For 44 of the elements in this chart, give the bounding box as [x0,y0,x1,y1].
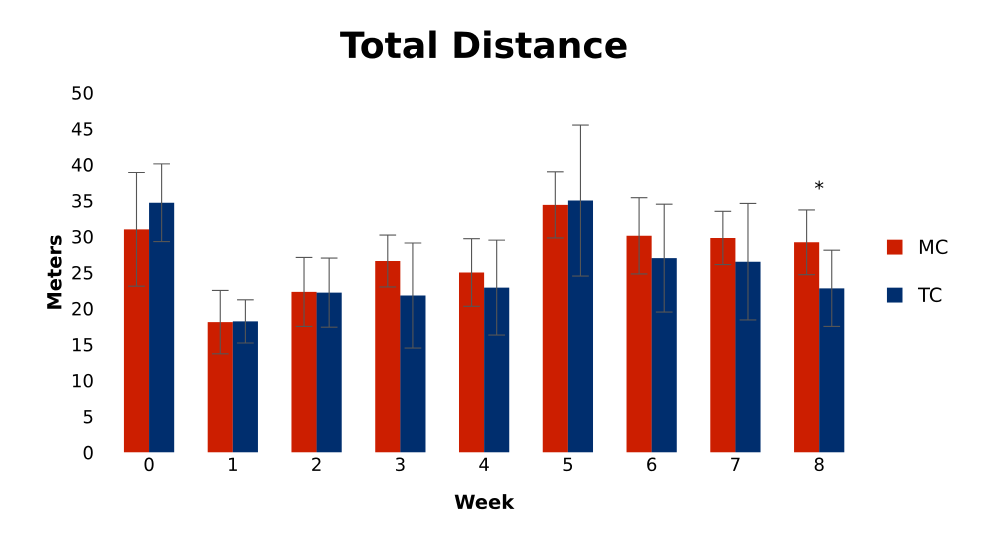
bar [568,200,594,452]
y-tick-label: 20 [72,302,93,316]
y-tick-label: 25 [72,266,92,280]
bar [291,292,317,452]
y-tick-label: 50 [72,86,93,100]
x-tick-label: 2 [312,458,321,471]
bar [710,238,736,452]
bar [208,322,233,452]
x-tick-label: 0 [144,458,154,472]
bar [484,288,510,452]
x-tick-label: 6 [647,458,656,472]
chart-title: Total Distance [340,30,627,58]
x-axis-title: Week [454,494,515,510]
bar [149,202,174,452]
x-tick-label: 5 [564,458,572,472]
y-tick-label: 45 [72,122,92,136]
x-tick-label: 8 [814,458,824,472]
y-tick-label: 15 [72,338,92,352]
bar [375,260,400,452]
bar [626,236,652,452]
bar [652,258,677,452]
bar [232,321,258,452]
bar [400,296,426,452]
x-tick-label: 7 [731,458,740,471]
x-tick-label: 1 [229,458,237,471]
y-tick-label: 35 [72,194,92,208]
y-tick-label: 40 [72,158,93,172]
bar [542,204,568,452]
legend-label: MC [920,239,948,254]
bar [735,262,761,452]
x-tick-label: 4 [479,458,489,471]
bar [458,272,484,452]
bar [124,229,150,452]
bar [819,288,844,452]
y-axis-title: Meters [47,235,62,309]
y-tick-label: 0 [84,446,93,460]
y-tick-label: 5 [84,410,92,424]
x-tick-label: 3 [396,458,405,472]
bar [316,292,342,452]
legend-label: TC [918,287,942,302]
annotation: * [814,180,824,190]
y-tick-label: 30 [72,230,93,244]
y-tick-label: 10 [72,374,93,388]
bar [794,242,820,452]
